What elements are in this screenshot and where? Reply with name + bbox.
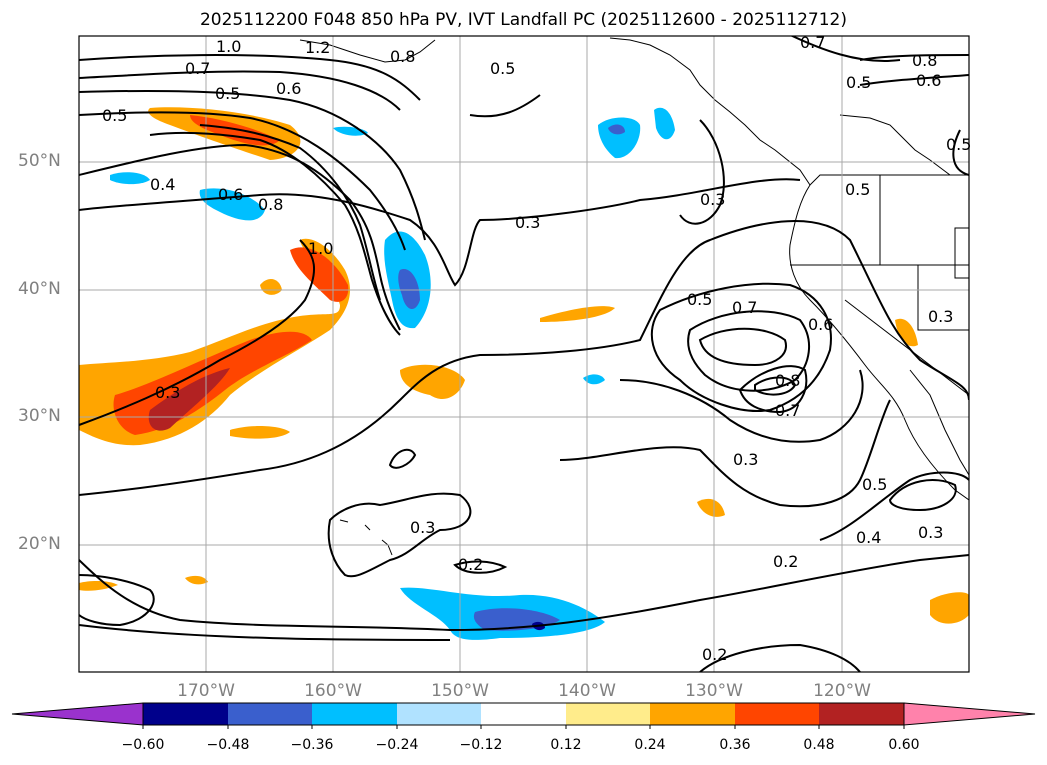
- pv-negative-gulf: [598, 117, 641, 159]
- contour-label: 0.7: [800, 33, 825, 52]
- colorbar-extend-left: [11, 702, 144, 726]
- contour-label: 0.3: [733, 450, 758, 469]
- longitude-label: 120°W: [813, 681, 871, 701]
- contour-label: 0.5: [490, 59, 515, 78]
- contour-label: 0.8: [912, 51, 937, 70]
- contour-label: 0.5: [862, 475, 887, 494]
- contour-label: 0.2: [458, 555, 483, 574]
- colorbar-tick-label: −0.36: [290, 737, 334, 753]
- pv-negative-northwest: [199, 188, 265, 221]
- pv-positive-small-8: [79, 580, 118, 591]
- contour-label: 0.8: [258, 195, 283, 214]
- contour-label: 0.4: [856, 528, 881, 547]
- contour-label: 1.2: [305, 38, 330, 57]
- chart-title: 2025112200 F048 850 hPa PV, IVT Landfall…: [199, 10, 847, 30]
- contour-label: 0.8: [390, 47, 415, 66]
- contour-label: 0.4: [150, 175, 175, 194]
- pv-negative-gulf-2: [654, 107, 675, 140]
- pv-negative-gulf-core: [608, 124, 625, 135]
- ivt-contours: [79, 36, 969, 672]
- longitude-label: 130°W: [685, 681, 743, 701]
- contour-label: 1.0: [308, 239, 333, 258]
- contour-label: 0.5: [215, 84, 240, 103]
- pv-positive-band-max: [148, 368, 230, 431]
- graticule: [79, 36, 969, 672]
- plot-frame: [78, 35, 970, 673]
- contour-label: 0.2: [773, 552, 798, 571]
- colorbar-tick-label: −0.48: [206, 737, 250, 753]
- colorbar-tick-label: −0.12: [459, 737, 503, 753]
- contour-label: 0.6: [808, 315, 833, 334]
- latitude-label: 20°N: [18, 534, 61, 554]
- contour-label: 0.3: [700, 190, 725, 209]
- colorbar-tick-label: −0.60: [121, 737, 165, 753]
- colorbar-segment: [397, 703, 482, 725]
- latitude-label: 30°N: [18, 406, 61, 426]
- contour-label: 0.7: [775, 401, 800, 420]
- contour-label: 0.3: [918, 523, 943, 542]
- colorbar-segment: [481, 703, 566, 725]
- longitude-label: 140°W: [558, 681, 616, 701]
- colorbar-segment: [650, 703, 735, 725]
- pv-positive-small-5: [697, 498, 725, 517]
- longitude-label: 160°W: [304, 681, 362, 701]
- longitude-label: 150°W: [431, 681, 489, 701]
- contour-label: 0.8: [775, 371, 800, 390]
- contour-label: 0.6: [916, 71, 941, 90]
- coastlines: [299, 37, 969, 556]
- contour-label: 0.7: [732, 298, 757, 317]
- pv-positive-small-1: [400, 364, 465, 400]
- contour-label: 0.5: [687, 290, 712, 309]
- contour-label: 0.5: [845, 180, 870, 199]
- colorbar-segment: [819, 703, 904, 725]
- contour-label: 0.3: [928, 307, 953, 326]
- colorbar-tick-label: 0.36: [719, 737, 751, 753]
- latitude-label: 40°N: [18, 279, 61, 299]
- contour-label: 0.7: [185, 59, 210, 78]
- pv-positive-small-9: [185, 575, 208, 585]
- contour-label: 0.5: [846, 73, 871, 92]
- colorbar-segment: [228, 703, 313, 725]
- colorbar-segment: [143, 703, 228, 725]
- colorbar-segment: [312, 703, 397, 725]
- latitude-label: 50°N: [18, 151, 61, 171]
- pv-positive-small-2: [230, 426, 290, 439]
- pv-shading: [79, 107, 969, 640]
- pv-negative-trough-core: [398, 269, 420, 310]
- pv-positive-small-3: [540, 306, 615, 322]
- contour-label: 0.5: [102, 106, 127, 125]
- contour-label: 0.5: [946, 135, 971, 154]
- contour-label: 0.6: [276, 79, 301, 98]
- pv-positive-small-4: [260, 278, 282, 295]
- colorbar-tick-label: 0.60: [888, 737, 920, 753]
- contour-label: 0.3: [155, 383, 180, 402]
- contour-label: 0.3: [515, 213, 540, 232]
- pv-negative-northwest-2: [110, 172, 150, 185]
- pv-positive-trough: [290, 247, 349, 302]
- contour-label: 1.0: [216, 37, 241, 56]
- colorbar: [11, 702, 1036, 729]
- contour-label: 0.6: [218, 185, 243, 204]
- colorbar-extend-right: [903, 702, 1036, 726]
- contour-label: 0.3: [410, 518, 435, 537]
- colorbar-tick-label: 0.24: [634, 737, 666, 753]
- colorbar-segment: [566, 703, 651, 725]
- contour-labels: 1.0 1.2 0.8 0.7 0.5 0.6 0.5 0.4 0.6 0.8 …: [102, 33, 971, 664]
- colorbar-tick-label: 0.12: [550, 737, 582, 753]
- colorbar-tick-label: −0.24: [375, 737, 419, 753]
- colorbar-segment: [735, 703, 820, 725]
- colorbar-tick-label: 0.48: [803, 737, 835, 753]
- longitude-label: 170°W: [177, 681, 235, 701]
- pv-negative-small-2: [583, 374, 605, 385]
- contour-label: 0.2: [702, 645, 727, 664]
- pv-positive-small-6: [895, 318, 918, 347]
- pv-positive-small-7: [930, 592, 969, 624]
